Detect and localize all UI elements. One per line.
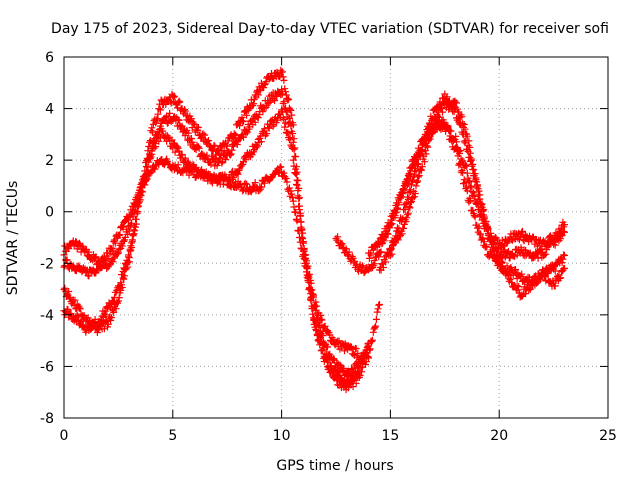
y-tick-label: 2 (45, 153, 54, 169)
series-track-b (60, 106, 373, 380)
x-tick-label: 15 (381, 428, 399, 444)
data-points (60, 66, 568, 394)
y-tick-label: -2 (40, 256, 54, 272)
data-point-markers (60, 86, 373, 388)
x-tick-label: 0 (60, 428, 69, 444)
x-axis-label: GPS time / hours (276, 458, 393, 474)
chart-title: Day 175 of 2023, Sidereal Day-to-day VTE… (51, 21, 609, 37)
x-tick-label: 20 (490, 428, 508, 444)
y-tick-label: -6 (40, 359, 54, 375)
x-tick-label: 5 (168, 428, 177, 444)
data-point-markers (60, 106, 373, 380)
x-tick-label: 10 (273, 428, 291, 444)
y-tick-label: 6 (45, 50, 54, 66)
y-tick-label: -8 (40, 411, 54, 427)
axis-ticks: 0 5 10 15 20 25 -8 -6 -4 -2 0 2 4 6 (40, 50, 617, 444)
y-axis-label: SDTVAR / TECUs (5, 181, 21, 296)
series-track-c (60, 86, 373, 388)
series-track-h (386, 97, 568, 301)
y-tick-label: 4 (45, 102, 54, 118)
y-tick-label: -4 (40, 308, 54, 324)
y-tick-label: 0 (45, 205, 54, 221)
data-point-markers (386, 97, 568, 301)
plot-frame (63, 56, 609, 419)
x-tick-label: 25 (599, 428, 617, 444)
